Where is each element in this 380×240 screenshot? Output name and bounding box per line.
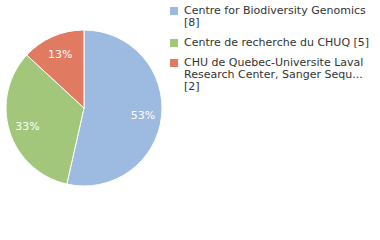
data-label: 13% bbox=[48, 48, 72, 61]
legend-label: Centre de recherche du CHUQ [5] bbox=[184, 36, 369, 49]
legend-label: Centre for Biodiversity Genomics [8] bbox=[184, 4, 366, 29]
data-label: 53% bbox=[131, 109, 155, 122]
data-label: 33% bbox=[15, 120, 39, 133]
legend-swatch bbox=[170, 39, 178, 47]
legend: Centre for Biodiversity Genomics [8] Cent… bbox=[170, 5, 375, 101]
legend-item: CHU de Quebec-Universite Laval Research … bbox=[170, 57, 370, 93]
legend-label: CHU de Quebec-Universite Laval Research … bbox=[184, 56, 363, 93]
legend-item: Centre de recherche du CHUQ [5] bbox=[170, 37, 370, 49]
legend-item: Centre for Biodiversity Genomics [8] bbox=[170, 5, 370, 29]
legend-swatch bbox=[170, 59, 178, 67]
pie-slice bbox=[27, 30, 84, 108]
chart: 53% 33% 13% bbox=[0, 0, 170, 240]
legend-swatch bbox=[170, 7, 178, 15]
